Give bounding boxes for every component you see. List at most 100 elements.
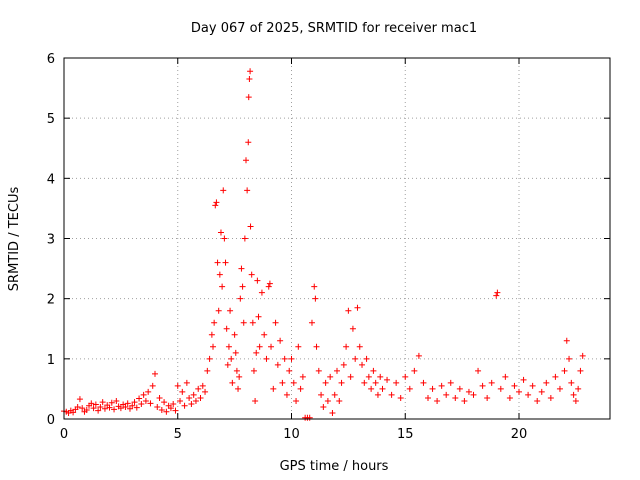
data-point bbox=[99, 399, 106, 406]
data-point bbox=[245, 94, 252, 101]
data-point bbox=[192, 397, 199, 404]
plot-frame bbox=[63, 57, 611, 420]
data-point bbox=[283, 391, 290, 398]
data-point bbox=[233, 367, 240, 374]
data-point bbox=[377, 373, 384, 380]
data-point bbox=[313, 343, 320, 350]
data-point bbox=[277, 337, 284, 344]
x-tick-label: 5 bbox=[174, 427, 182, 442]
data-point bbox=[368, 385, 375, 392]
data-point bbox=[538, 388, 545, 395]
data-point bbox=[243, 157, 249, 164]
data-point bbox=[502, 373, 509, 380]
data-point bbox=[177, 397, 184, 404]
data-point bbox=[188, 400, 195, 407]
x-tick-label: 20 bbox=[511, 427, 528, 442]
x-tick-label: 15 bbox=[397, 427, 414, 442]
data-point bbox=[579, 352, 586, 359]
data-point bbox=[220, 187, 227, 194]
y-tick-label: 1 bbox=[47, 353, 55, 368]
data-point bbox=[270, 385, 277, 392]
data-point bbox=[534, 397, 541, 404]
data-point bbox=[461, 397, 468, 404]
data-point bbox=[547, 394, 554, 401]
data-point bbox=[308, 319, 315, 326]
data-point bbox=[575, 385, 582, 392]
data-point bbox=[221, 235, 228, 242]
data-point bbox=[129, 402, 136, 409]
data-point bbox=[172, 407, 179, 414]
data-point bbox=[256, 343, 263, 350]
grid-lines bbox=[64, 58, 610, 419]
x-tick-label: 0 bbox=[60, 427, 68, 442]
data-point bbox=[347, 373, 354, 380]
data-points bbox=[61, 68, 586, 421]
data-point bbox=[240, 319, 247, 326]
data-point bbox=[249, 319, 256, 326]
data-point bbox=[149, 382, 156, 389]
y-tick-label: 4 bbox=[47, 172, 55, 187]
data-point bbox=[147, 400, 154, 407]
data-point bbox=[140, 391, 147, 398]
data-point bbox=[443, 391, 450, 398]
data-point bbox=[429, 385, 436, 392]
data-point bbox=[235, 385, 242, 392]
data-point bbox=[315, 367, 322, 374]
data-point bbox=[181, 402, 188, 409]
data-point bbox=[126, 405, 133, 412]
data-point bbox=[255, 313, 262, 320]
data-point bbox=[174, 382, 181, 389]
data-point bbox=[216, 271, 223, 278]
y-axis-label: SRMTID / TECUs bbox=[7, 187, 22, 292]
data-point bbox=[161, 399, 168, 406]
data-point bbox=[197, 394, 204, 401]
data-point bbox=[88, 400, 95, 407]
data-point bbox=[566, 355, 573, 362]
data-point bbox=[122, 403, 129, 410]
y-tick-label: 6 bbox=[47, 52, 55, 67]
data-point bbox=[250, 367, 257, 374]
data-point bbox=[232, 349, 239, 356]
data-point bbox=[133, 404, 140, 411]
data-point bbox=[236, 373, 243, 380]
data-point bbox=[97, 403, 104, 410]
data-point bbox=[361, 379, 368, 386]
data-point bbox=[261, 331, 268, 338]
data-point bbox=[529, 382, 536, 389]
data-point bbox=[372, 379, 379, 386]
data-point bbox=[293, 397, 300, 404]
data-point bbox=[253, 349, 260, 356]
axis-ticks: 0 5 10 15 20 0 1 2 3 4 5 6 bbox=[47, 52, 610, 442]
data-point bbox=[318, 391, 325, 398]
data-point bbox=[225, 343, 232, 350]
data-point bbox=[265, 283, 272, 290]
data-point bbox=[228, 355, 235, 362]
x-tick-label: 10 bbox=[283, 427, 300, 442]
data-point bbox=[167, 405, 174, 412]
data-point bbox=[336, 397, 343, 404]
x-axis-label: GPS time / hours bbox=[280, 459, 389, 474]
data-point bbox=[124, 400, 131, 407]
data-point bbox=[142, 397, 149, 404]
data-point bbox=[231, 331, 238, 338]
data-point bbox=[384, 376, 391, 383]
data-point bbox=[212, 202, 219, 209]
data-point bbox=[204, 367, 211, 374]
data-point bbox=[311, 283, 318, 290]
data-point bbox=[411, 367, 418, 374]
data-point bbox=[214, 259, 221, 266]
data-point bbox=[388, 391, 395, 398]
y-tick-label: 5 bbox=[47, 112, 55, 127]
data-point bbox=[219, 283, 226, 290]
data-point bbox=[274, 361, 281, 368]
y-tick-label: 0 bbox=[47, 413, 55, 428]
data-point bbox=[241, 235, 248, 242]
data-point bbox=[206, 355, 213, 362]
data-point bbox=[561, 367, 568, 374]
data-point bbox=[572, 397, 579, 404]
data-point bbox=[101, 405, 108, 412]
data-point bbox=[170, 400, 177, 407]
data-point bbox=[331, 391, 338, 398]
data-point bbox=[247, 68, 254, 75]
